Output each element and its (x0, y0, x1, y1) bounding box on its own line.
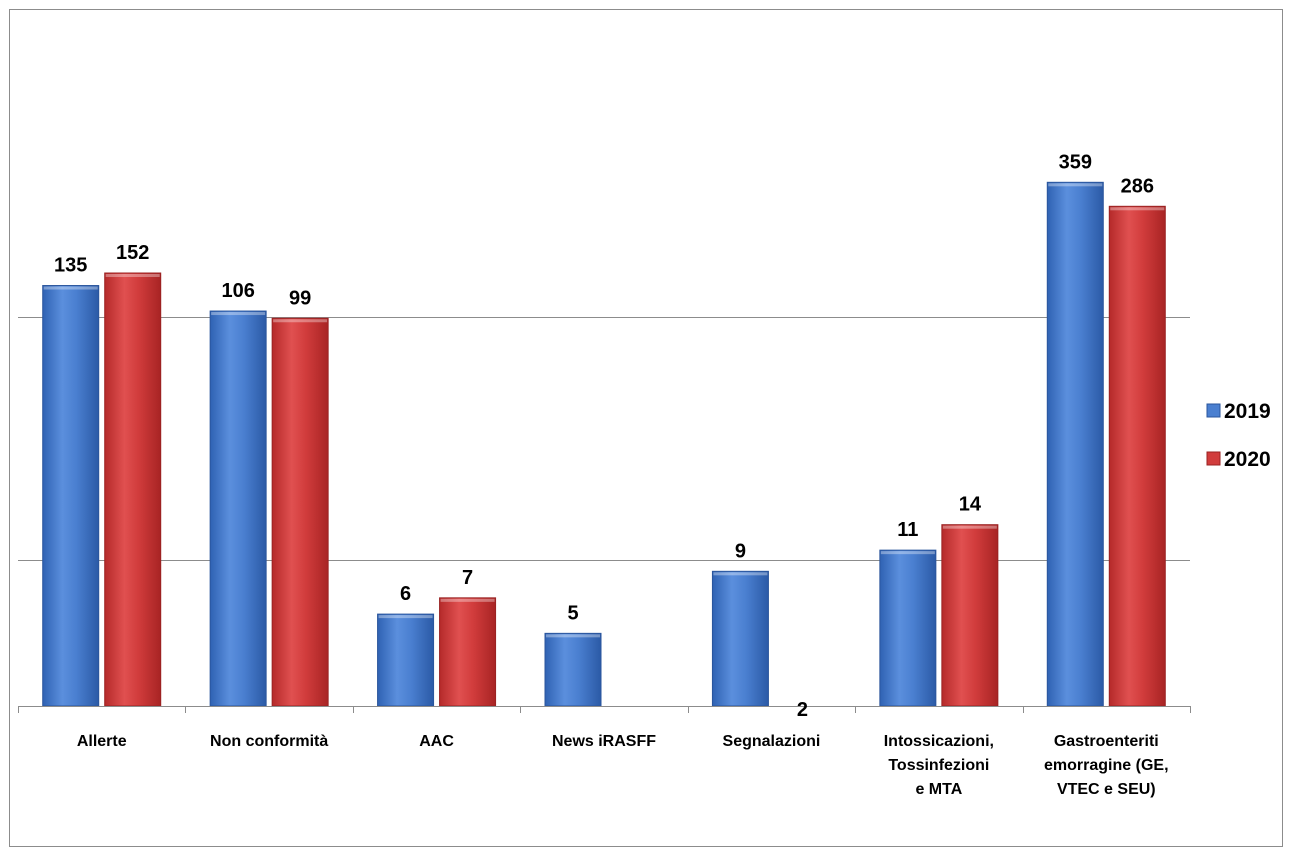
bar-highlight (440, 598, 495, 602)
category-label-3: AAC (419, 733, 454, 750)
bar-highlight (546, 634, 600, 638)
data-label-2019-7: 359 (1059, 151, 1092, 173)
data-label-2020-1: 152 (116, 242, 149, 264)
data-label-2019-5: 9 (735, 540, 746, 562)
bar-2019-1 (42, 285, 100, 707)
data-label-2020-3: 7 (462, 567, 473, 589)
gridlines (18, 317, 1190, 561)
bar-highlight (880, 551, 935, 555)
category-label-6: Intossicazioni, Tossinfezioni e MTA (884, 733, 994, 798)
data-label-2019-3: 6 (400, 583, 411, 605)
bar-highlight (1048, 183, 1103, 187)
data-label-2019-2: 106 (221, 280, 254, 302)
bar-highlight (775, 731, 830, 735)
category-label-1: Allerte (77, 733, 127, 750)
bars-group (42, 181, 1166, 735)
bar-highlight (378, 615, 433, 619)
bar-2019-7 (1046, 181, 1104, 707)
legend-swatch-2020 (1206, 451, 1221, 466)
bar-2020-6 (941, 524, 999, 707)
data-label-2020-2: 99 (289, 287, 311, 309)
data-label-2019-4: 5 (567, 602, 578, 624)
bar-highlight (713, 572, 768, 576)
category-label-5: Segnalazioni (723, 733, 821, 750)
data-label-2019-1: 135 (54, 255, 87, 277)
bar-highlight (211, 312, 266, 316)
data-label-2020-7: 286 (1121, 175, 1154, 197)
bar-2019-6 (879, 549, 937, 707)
legend: 2019 2020 (1206, 400, 1271, 471)
category-label-7: Gastroenteriti emorragine (GE, VTEC e SEU) (1044, 733, 1168, 798)
x-axis: Allerte Non conformità AAC News iRASFF Segna… (18, 706, 1191, 798)
legend-label-2019: 2019 (1224, 400, 1271, 423)
legend-swatch-2019 (1206, 403, 1221, 418)
bar-highlight (942, 525, 997, 529)
data-label-2020-6: 14 (959, 494, 982, 516)
category-label-4: News iRASFF (552, 733, 656, 750)
bar-2020-3 (439, 597, 497, 707)
bar-2019-3 (377, 613, 435, 707)
bar-2020-1 (104, 272, 162, 707)
bar-highlight (105, 274, 160, 278)
category-label-2: Non conformità (210, 733, 328, 750)
bar-highlight (273, 319, 328, 323)
bar-2019-5 (711, 570, 769, 707)
data-label-2019-6: 11 (897, 519, 918, 541)
bar-highlight (43, 286, 98, 290)
bar-2019-4 (544, 632, 602, 707)
data-label-2020-5: 2 (797, 699, 808, 721)
legend-label-2020: 2020 (1224, 448, 1271, 471)
bar-2020-7 (1108, 205, 1166, 707)
bar-2020-2 (271, 317, 329, 707)
bar-highlight (1110, 207, 1165, 211)
data-labels: 135 152 106 99 6 7 5 9 2 11 14 359 286 (54, 151, 1154, 721)
bar-2019-2 (209, 310, 267, 707)
